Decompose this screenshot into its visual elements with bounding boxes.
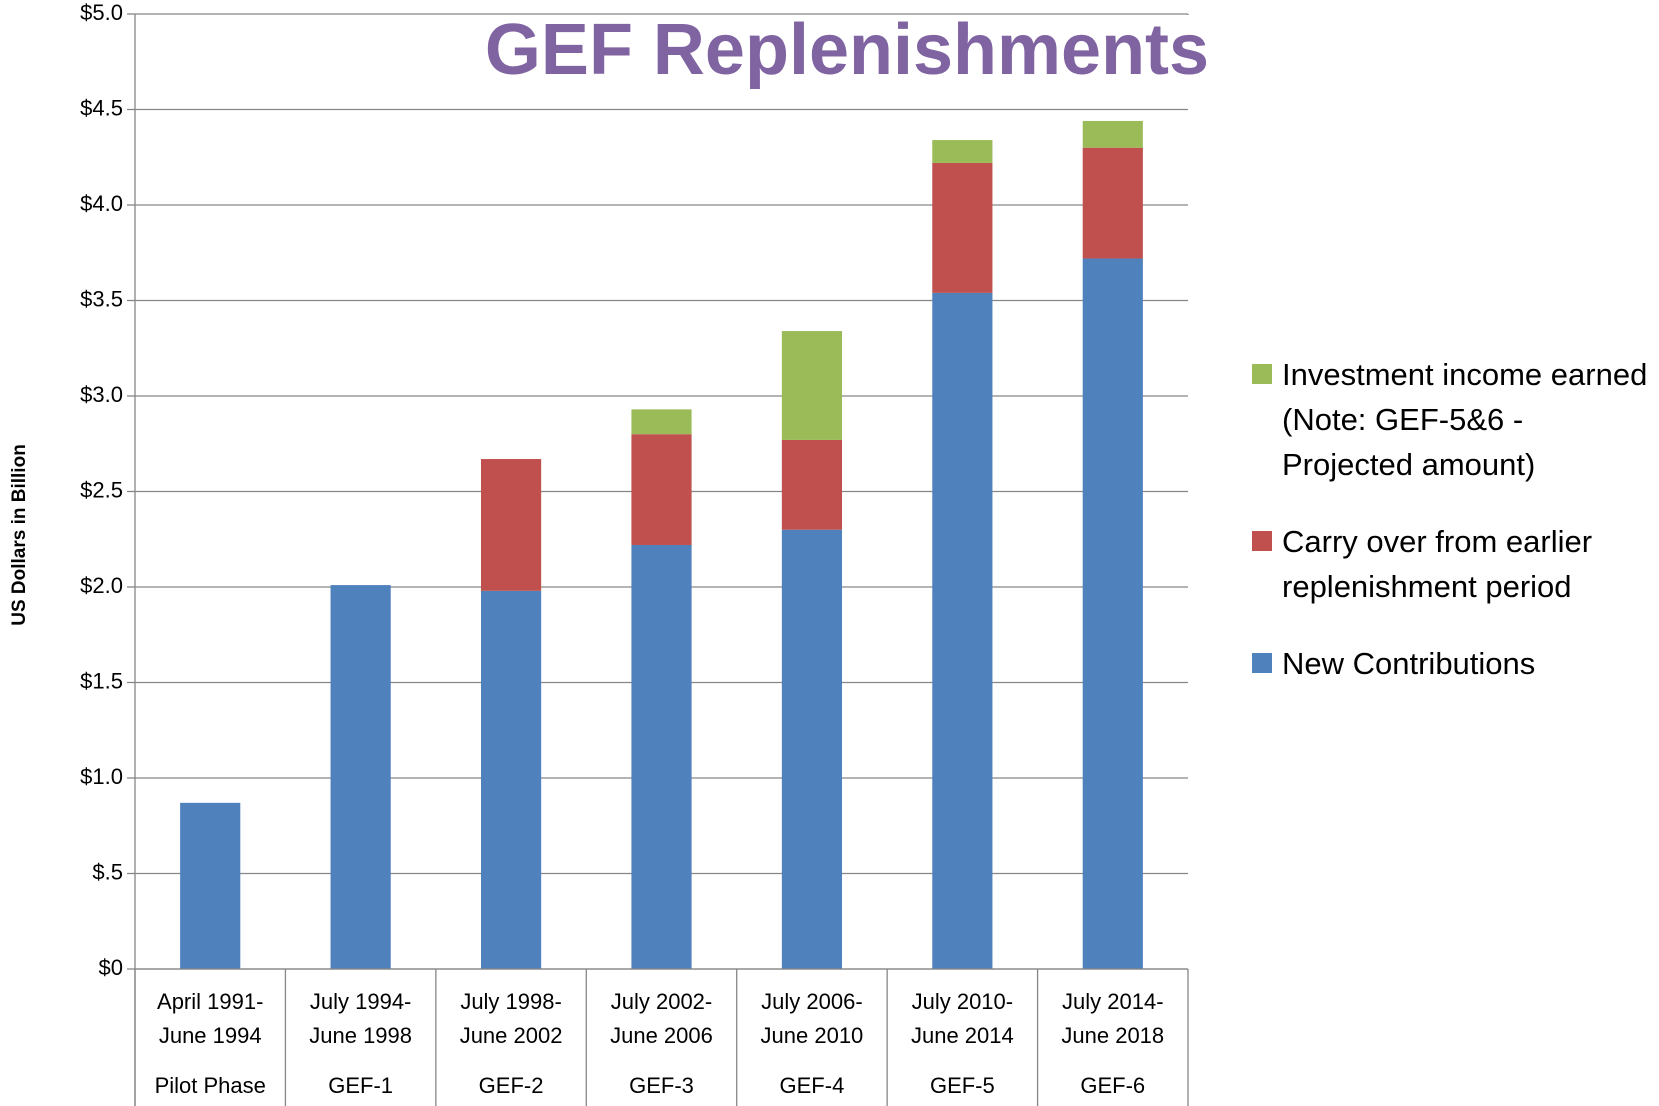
bar-segment: [1082, 120, 1143, 148]
x-period-label: June 1998: [309, 1023, 412, 1048]
bar-segment: [330, 585, 391, 969]
bar-segment: [932, 292, 993, 969]
bar-segment: [631, 544, 692, 969]
x-tick-label: GEF-3: [629, 1073, 694, 1098]
legend-label: Investment income earned (Note: GEF-5&6 …: [1282, 357, 1648, 482]
y-tick-label: $.5: [92, 859, 123, 884]
x-tick-label: GEF-2: [479, 1073, 544, 1098]
y-tick-label: $1.0: [80, 764, 123, 789]
bar-segment: [480, 590, 542, 969]
legend: Investment income earned (Note: GEF-5&6 …: [1252, 352, 1652, 718]
bar-segment: [480, 459, 542, 591]
legend-item: Carry over from earlier replenishment pe…: [1252, 519, 1652, 609]
x-period-label: July 2014-: [1062, 989, 1164, 1014]
x-tick-label: GEF-4: [780, 1073, 845, 1098]
legend-swatch: [1252, 653, 1272, 673]
x-tick-label: GEF-1: [328, 1073, 393, 1098]
x-period-label: July 1998-: [460, 989, 562, 1014]
x-period-label: June 2002: [460, 1023, 563, 1048]
bar-segment: [1082, 147, 1143, 259]
bar-segment: [180, 802, 241, 969]
y-tick-label: $1.5: [80, 668, 123, 693]
x-period-label: July 2006-: [761, 989, 863, 1014]
y-tick-label: $2.5: [80, 477, 123, 502]
y-axis-label: US Dollars in Billion: [9, 444, 30, 626]
bar-segment: [781, 331, 843, 440]
y-tick-label: $3.0: [80, 382, 123, 407]
y-tick-label: $0: [99, 955, 123, 980]
y-tick-label: $4.0: [80, 191, 123, 216]
x-period-label: July 1994-: [310, 989, 412, 1014]
legend-swatch: [1252, 531, 1272, 551]
bar-segment: [781, 439, 843, 530]
bar-segment: [781, 529, 843, 969]
y-tick-label: $4.5: [80, 95, 123, 120]
x-period-label: June 2018: [1061, 1023, 1164, 1048]
y-tick-label: $2.0: [80, 573, 123, 598]
legend-label: Carry over from earlier replenishment pe…: [1282, 524, 1593, 604]
x-period-label: April 1991-: [157, 989, 263, 1014]
bar-segment: [1082, 258, 1143, 970]
bar-segment: [631, 434, 692, 545]
x-period-label: June 2010: [761, 1023, 864, 1048]
x-period-label: June 1994: [159, 1023, 262, 1048]
legend-item: Investment income earned (Note: GEF-5&6 …: [1252, 352, 1652, 487]
x-period-label: July 2002-: [611, 989, 713, 1014]
legend-item: New Contributions: [1252, 641, 1652, 686]
x-period-label: July 2010-: [912, 989, 1014, 1014]
x-period-label: June 2014: [911, 1023, 1014, 1048]
x-tick-label: Pilot Phase: [155, 1073, 266, 1098]
legend-swatch: [1252, 364, 1272, 384]
x-tick-label: GEF-6: [1080, 1073, 1145, 1098]
bar-segment: [932, 162, 993, 293]
bar-segment: [932, 140, 993, 163]
y-tick-label: $3.5: [80, 286, 123, 311]
x-tick-label: GEF-5: [930, 1073, 995, 1098]
y-tick-label: $5.0: [80, 0, 123, 25]
x-period-label: June 2006: [610, 1023, 713, 1048]
bar-segment: [631, 409, 692, 435]
chart-title: GEF Replenishments: [485, 10, 1209, 90]
legend-label: New Contributions: [1282, 646, 1536, 681]
